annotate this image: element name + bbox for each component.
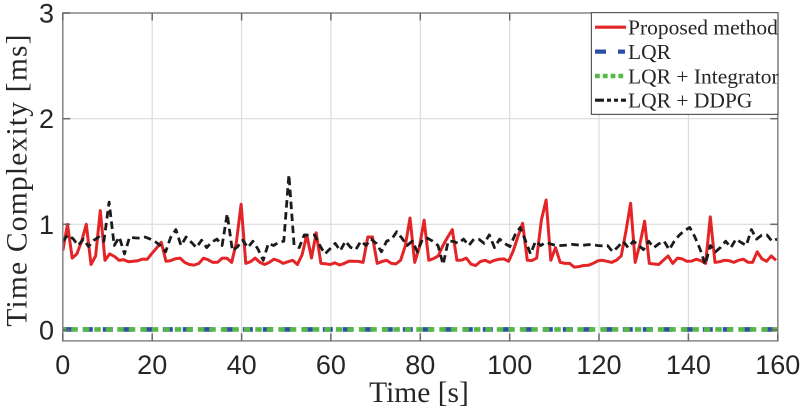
svg-text:140: 140 bbox=[666, 350, 711, 380]
svg-text:120: 120 bbox=[576, 350, 621, 380]
svg-text:Proposed method: Proposed method bbox=[628, 16, 778, 40]
svg-text:60: 60 bbox=[316, 350, 346, 380]
svg-text:0: 0 bbox=[55, 350, 70, 380]
svg-text:40: 40 bbox=[227, 350, 257, 380]
svg-text:100: 100 bbox=[487, 350, 532, 380]
svg-text:2: 2 bbox=[39, 104, 54, 134]
svg-text:Time Complexity [ms]: Time Complexity [ms] bbox=[2, 33, 34, 326]
svg-text:LQR + DDPG: LQR + DDPG bbox=[628, 89, 752, 113]
svg-text:LQR + Integrator: LQR + Integrator bbox=[628, 65, 779, 89]
svg-text:80: 80 bbox=[405, 350, 435, 380]
svg-text:160: 160 bbox=[755, 350, 800, 380]
svg-text:3: 3 bbox=[39, 0, 54, 29]
svg-text:Time [s]: Time [s] bbox=[369, 377, 469, 409]
svg-text:1: 1 bbox=[39, 210, 54, 240]
svg-text:LQR: LQR bbox=[628, 40, 672, 64]
svg-text:0: 0 bbox=[39, 316, 54, 346]
svg-text:20: 20 bbox=[137, 350, 167, 380]
